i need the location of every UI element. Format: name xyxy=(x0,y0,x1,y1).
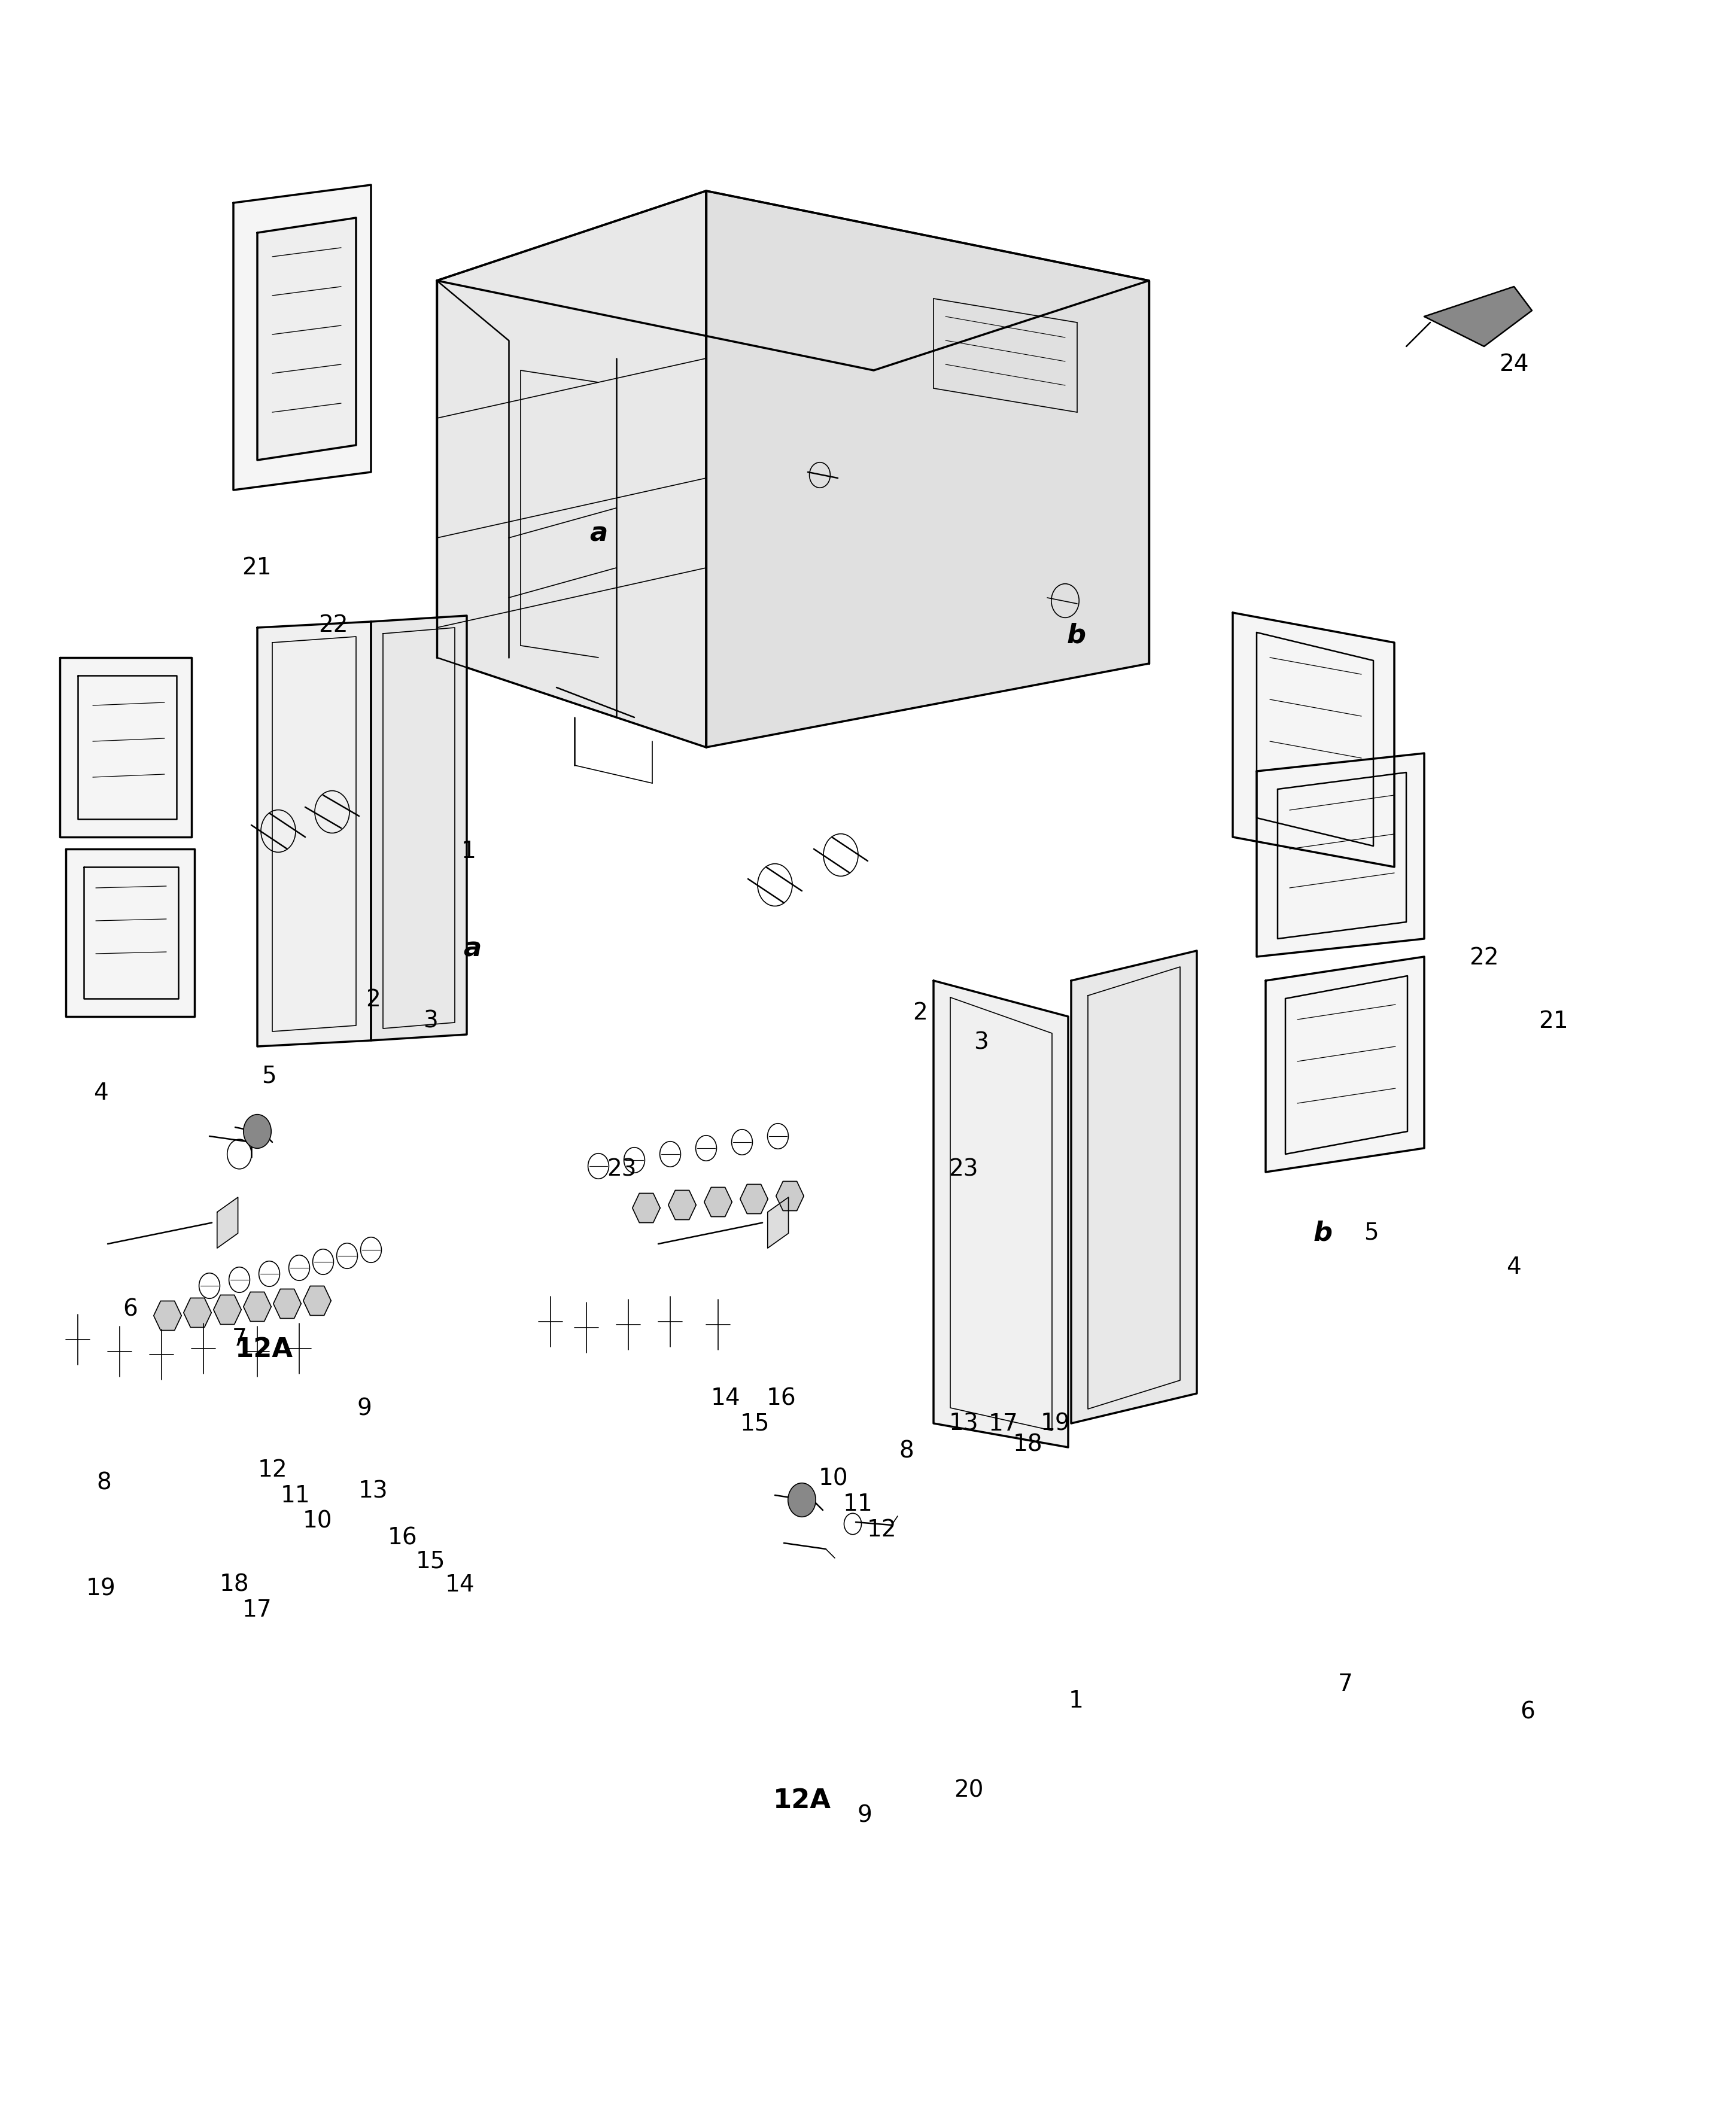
Text: 18: 18 xyxy=(1012,1434,1043,1455)
Text: 8: 8 xyxy=(899,1440,913,1461)
Polygon shape xyxy=(214,1296,241,1324)
Text: 7: 7 xyxy=(233,1328,247,1349)
Text: a: a xyxy=(464,936,481,962)
Polygon shape xyxy=(243,1292,271,1322)
Text: 23: 23 xyxy=(606,1159,637,1180)
Text: 23: 23 xyxy=(948,1159,979,1180)
Text: 24: 24 xyxy=(1498,354,1529,375)
Text: 3: 3 xyxy=(974,1031,988,1053)
Text: 12A: 12A xyxy=(234,1336,293,1362)
Polygon shape xyxy=(1266,957,1424,1173)
Polygon shape xyxy=(776,1182,804,1211)
Text: 13: 13 xyxy=(948,1413,979,1434)
Polygon shape xyxy=(304,1286,332,1315)
Text: 6: 6 xyxy=(123,1298,137,1320)
Text: 9: 9 xyxy=(858,1805,871,1826)
Polygon shape xyxy=(233,186,372,491)
Text: 20: 20 xyxy=(953,1779,984,1800)
Text: 11: 11 xyxy=(279,1485,311,1506)
Polygon shape xyxy=(257,623,372,1046)
Text: 14: 14 xyxy=(444,1574,476,1595)
Text: 16: 16 xyxy=(387,1527,418,1548)
Polygon shape xyxy=(257,218,356,460)
Text: 12: 12 xyxy=(866,1519,898,1540)
Text: 5: 5 xyxy=(262,1065,276,1087)
Text: 2: 2 xyxy=(366,989,380,1010)
Polygon shape xyxy=(155,1300,182,1330)
Circle shape xyxy=(788,1483,816,1516)
Text: 9: 9 xyxy=(358,1398,372,1419)
Polygon shape xyxy=(437,191,1149,371)
Text: 21: 21 xyxy=(1538,1010,1569,1031)
Text: 22: 22 xyxy=(1469,947,1500,968)
Text: 3: 3 xyxy=(424,1010,437,1031)
Text: 19: 19 xyxy=(85,1578,116,1599)
Text: 12A: 12A xyxy=(773,1788,832,1813)
Polygon shape xyxy=(184,1298,212,1328)
Text: 10: 10 xyxy=(818,1468,849,1489)
Polygon shape xyxy=(767,1197,788,1248)
Text: 11: 11 xyxy=(842,1493,873,1514)
Text: 16: 16 xyxy=(766,1387,797,1408)
Text: 4: 4 xyxy=(1507,1256,1521,1277)
Text: 17: 17 xyxy=(241,1599,273,1620)
Polygon shape xyxy=(632,1195,660,1222)
Text: 15: 15 xyxy=(740,1413,771,1434)
Text: 12: 12 xyxy=(257,1459,288,1480)
Text: 7: 7 xyxy=(1338,1673,1352,1694)
Text: 4: 4 xyxy=(94,1082,108,1103)
Polygon shape xyxy=(668,1190,696,1220)
Text: 8: 8 xyxy=(97,1472,111,1493)
Text: 21: 21 xyxy=(241,557,273,578)
Polygon shape xyxy=(740,1184,767,1214)
Polygon shape xyxy=(217,1197,238,1248)
Text: 13: 13 xyxy=(358,1480,389,1502)
Text: 19: 19 xyxy=(1040,1413,1071,1434)
Polygon shape xyxy=(273,1290,300,1320)
Text: 18: 18 xyxy=(219,1574,250,1595)
Text: b: b xyxy=(1312,1220,1333,1245)
Polygon shape xyxy=(437,191,707,748)
Text: 15: 15 xyxy=(415,1550,446,1572)
Text: 14: 14 xyxy=(710,1387,741,1408)
Circle shape xyxy=(243,1114,271,1148)
Polygon shape xyxy=(934,981,1068,1447)
Text: 5: 5 xyxy=(1364,1222,1378,1243)
Text: 10: 10 xyxy=(302,1510,333,1531)
Polygon shape xyxy=(1233,612,1394,866)
Text: a: a xyxy=(590,521,608,546)
Text: 2: 2 xyxy=(913,1002,927,1023)
Polygon shape xyxy=(1424,288,1531,347)
Text: 6: 6 xyxy=(1521,1701,1535,1722)
Polygon shape xyxy=(66,849,194,1017)
Text: 1: 1 xyxy=(462,841,476,862)
Text: b: b xyxy=(1066,623,1087,648)
Polygon shape xyxy=(1257,754,1424,957)
Polygon shape xyxy=(705,1188,733,1218)
Polygon shape xyxy=(59,659,191,837)
Text: 17: 17 xyxy=(988,1413,1019,1434)
Text: 22: 22 xyxy=(318,614,349,635)
Polygon shape xyxy=(372,616,467,1040)
Text: 1: 1 xyxy=(1069,1690,1083,1711)
Polygon shape xyxy=(707,191,1149,748)
Polygon shape xyxy=(1071,951,1196,1423)
